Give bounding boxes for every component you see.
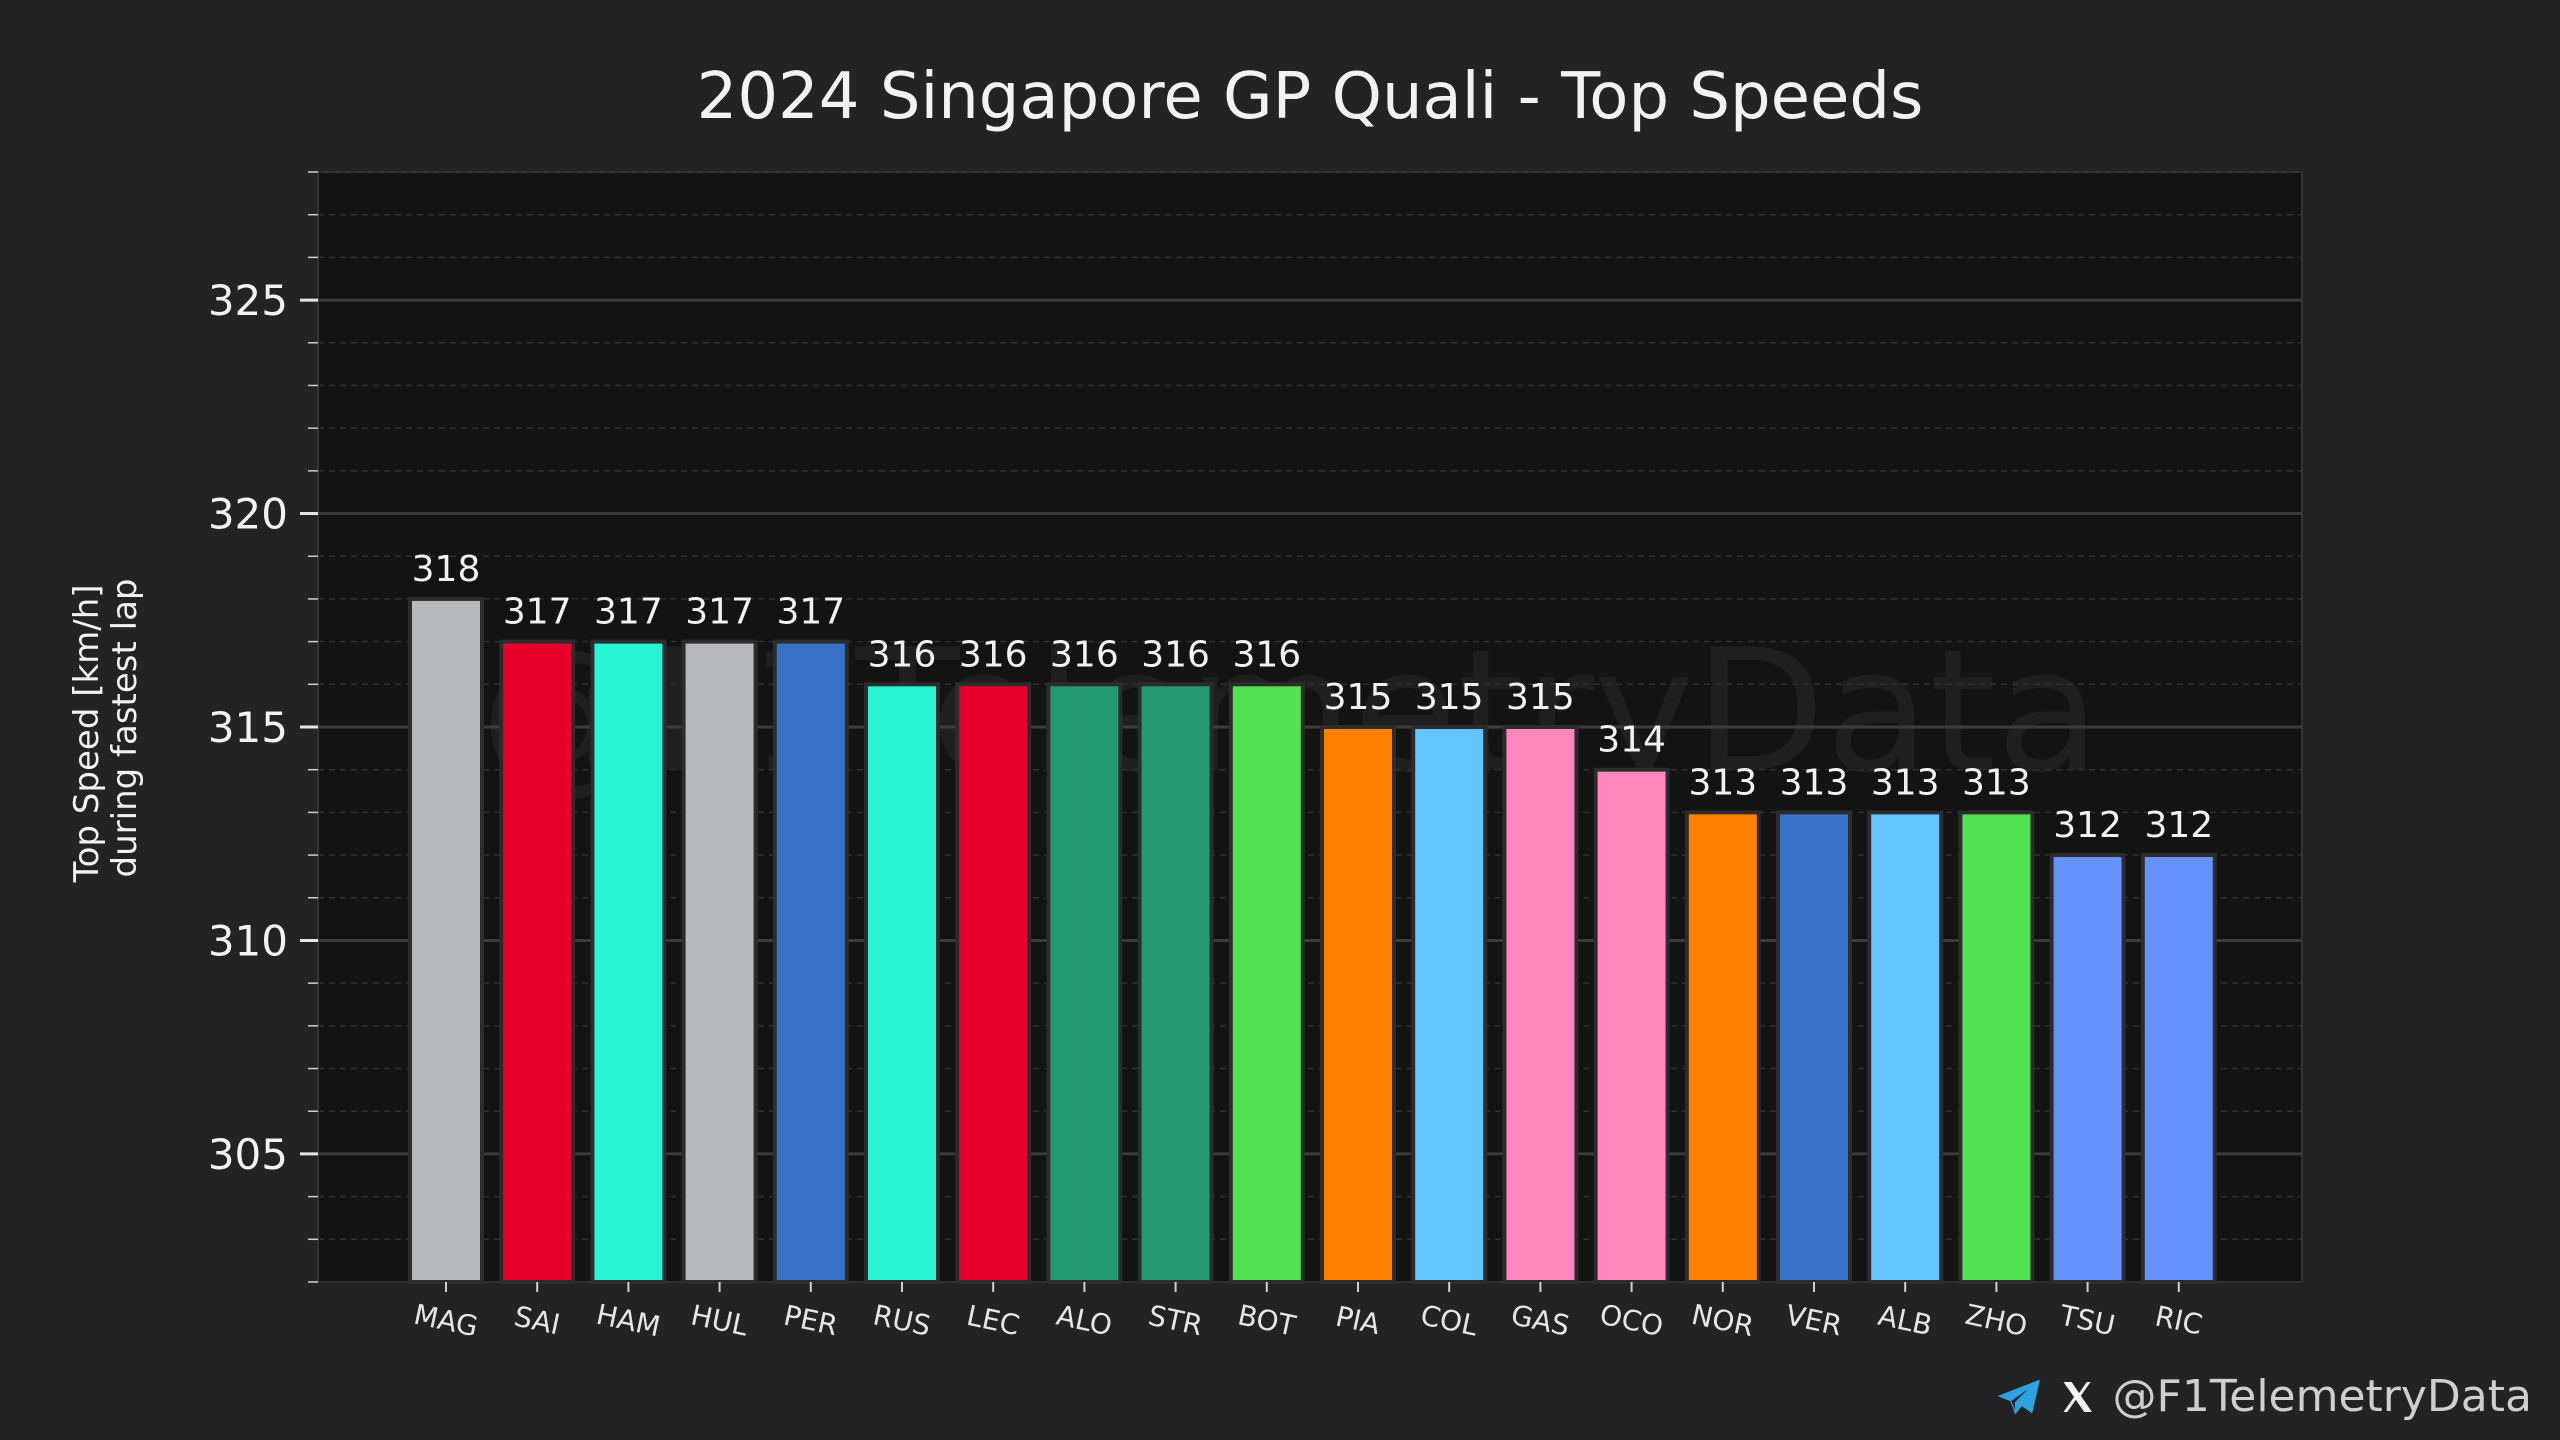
bar — [2140, 853, 2217, 1284]
x-tick-label: RUS — [870, 1298, 933, 1342]
bar — [955, 682, 1032, 1284]
x-tick-label: ALO — [1054, 1299, 1115, 1343]
bar-value-label: 313 — [1780, 762, 1849, 803]
x-tick-label: RIC — [2152, 1299, 2205, 1341]
bar-value-label: 315 — [1506, 677, 1575, 718]
x-tick-label: HAM — [593, 1298, 663, 1344]
y-axis-title: Top Speed [km/h] during fastest lap — [67, 574, 145, 884]
footer-handle[interactable]: @F1TelemetryData — [2112, 1371, 2532, 1422]
x-axis: MAG SAI HAM HUL PER RUS LEC ALO STR BOT PIA COL GAS O… — [411, 1282, 2205, 1343]
bar — [1320, 725, 1396, 1284]
bar — [1684, 810, 1761, 1285]
bar — [864, 682, 940, 1284]
bars-layer — [408, 596, 2217, 1285]
bar-value-label: 314 — [1597, 720, 1666, 761]
bar — [1776, 810, 1852, 1285]
bar — [1137, 682, 1214, 1284]
bar-value-label: 317 — [776, 592, 845, 633]
y-tick-label: 310 — [208, 916, 288, 965]
x-tick-label: ZHO — [1962, 1298, 2030, 1343]
x-tick-label: NOR — [1689, 1298, 1757, 1343]
x-tick-label: VER — [1783, 1298, 1845, 1342]
bar-value-label: 317 — [594, 592, 663, 633]
bar — [1046, 682, 1123, 1284]
x-tick-label: LEC — [964, 1299, 1023, 1342]
bar — [408, 596, 484, 1284]
bar — [1867, 810, 1944, 1285]
x-tick-label: BOT — [1235, 1298, 1299, 1342]
value-labels-layer: 318 317 317 317 317 316 316 316 316 316 315 315 315 3… — [412, 549, 2214, 846]
y-tick-label: 315 — [208, 703, 288, 752]
x-tick-label: MAG — [411, 1298, 481, 1344]
bar-value-label: 316 — [1050, 634, 1119, 675]
x-tick-label: OCO — [1597, 1298, 1666, 1344]
y-axis-title-line-1: Top Speed [km/h] — [67, 584, 107, 883]
y-tick-label: 325 — [208, 276, 288, 325]
bar-value-label: 318 — [412, 549, 481, 590]
bar-value-label: 316 — [959, 634, 1028, 675]
x-tick-label: PER — [781, 1299, 841, 1343]
bar — [1411, 725, 1488, 1284]
telegram-icon[interactable] — [1997, 1378, 2041, 1416]
x-tick-label: GAS — [1508, 1298, 1572, 1342]
bar — [1228, 682, 1305, 1284]
x-tick-label: STR — [1145, 1299, 1205, 1343]
x-tick-label: SAI — [511, 1300, 563, 1342]
bar — [1502, 725, 1579, 1284]
bar — [1958, 810, 2035, 1285]
y-axis-title-line-2: during fastest lap — [105, 579, 145, 878]
bar-value-label: 312 — [2053, 805, 2122, 846]
bar-value-label: 316 — [868, 634, 937, 675]
footer: @F1TelemetryData — [1997, 1371, 2532, 1422]
bar — [1593, 767, 1670, 1284]
x-tick-label: TSU — [2056, 1298, 2118, 1342]
bar — [590, 639, 667, 1284]
bar-value-label: 313 — [1688, 762, 1757, 803]
x-tick-label: HUL — [688, 1298, 751, 1342]
bar-value-label: 315 — [1324, 677, 1393, 718]
y-axis: 305 310 315 320 325 — [208, 171, 318, 1283]
bar-value-label: 312 — [2144, 805, 2213, 846]
x-tick-label: COL — [1418, 1298, 1481, 1342]
bar-value-label: 316 — [1141, 634, 1210, 675]
x-icon[interactable] — [2059, 1379, 2095, 1415]
bar-value-label: 316 — [1232, 634, 1301, 675]
bar-value-label: 313 — [1962, 762, 2031, 803]
bar — [772, 639, 849, 1284]
bar — [2049, 853, 2126, 1284]
bar — [499, 639, 576, 1284]
x-tick-label: PIA — [1333, 1300, 1383, 1341]
x-tick-label: ALB — [1875, 1299, 1935, 1342]
bar-value-label: 317 — [503, 592, 572, 633]
y-tick-label: 305 — [208, 1130, 288, 1179]
bar-value-label: 317 — [685, 592, 754, 633]
bar — [681, 639, 758, 1284]
bar-value-label: 313 — [1871, 762, 1940, 803]
y-tick-label: 320 — [208, 490, 288, 539]
bar-value-label: 315 — [1415, 677, 1484, 718]
chart-title: 2024 Singapore GP Quali - Top Speeds — [697, 60, 1924, 134]
